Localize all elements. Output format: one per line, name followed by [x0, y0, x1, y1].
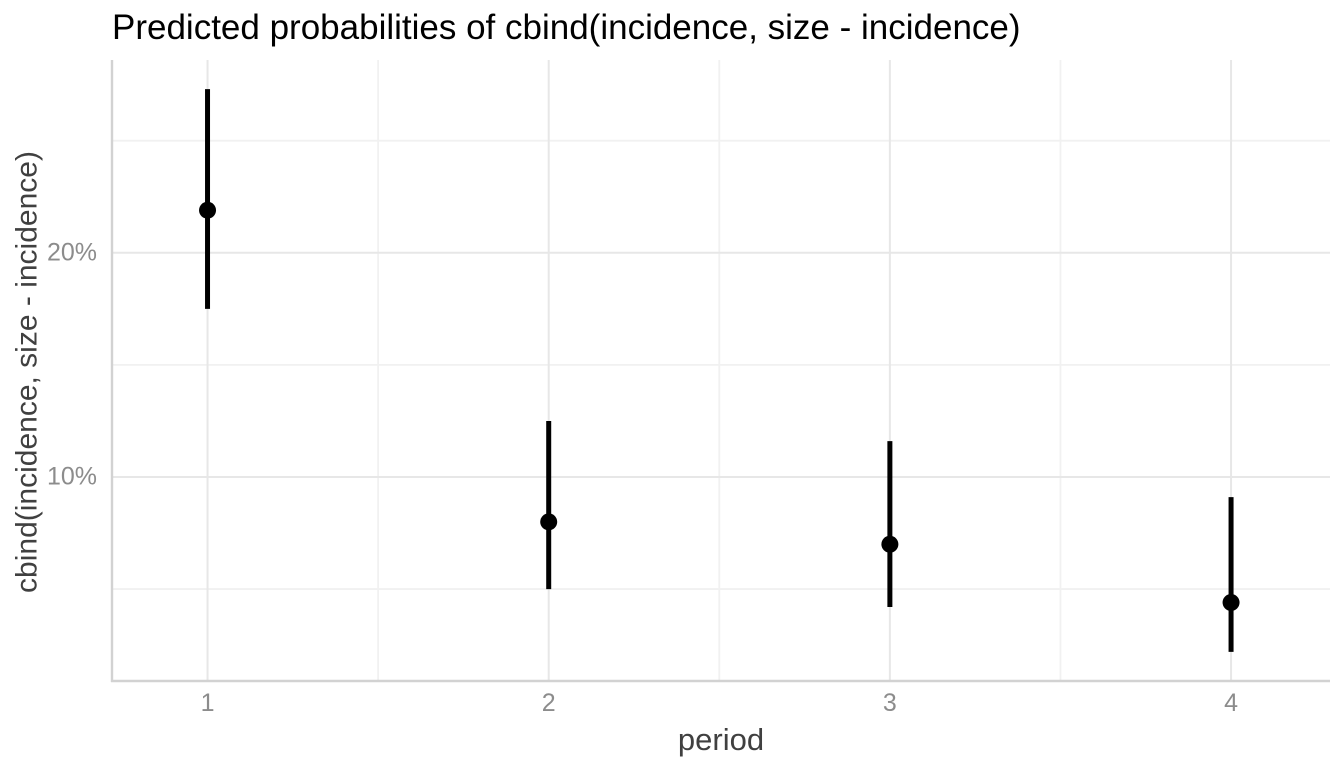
x-tick-label: 4: [1224, 689, 1238, 717]
x-tick-label: 3: [882, 689, 897, 717]
x-tick-label: 2: [541, 689, 556, 717]
point-marker: [540, 513, 558, 531]
point-marker: [1222, 594, 1240, 612]
point-marker: [881, 535, 899, 553]
y-tick-label: 10%: [46, 462, 97, 491]
point-marker: [199, 201, 217, 219]
x-tick-label: 1: [200, 689, 215, 717]
y-axis-title: cbind(incidence, size - incidence): [10, 151, 44, 593]
y-tick-label: 20%: [46, 238, 97, 267]
chart-title: Predicted probabilities of cbind(inciden…: [112, 8, 1021, 47]
x-axis-title: period: [677, 722, 765, 757]
